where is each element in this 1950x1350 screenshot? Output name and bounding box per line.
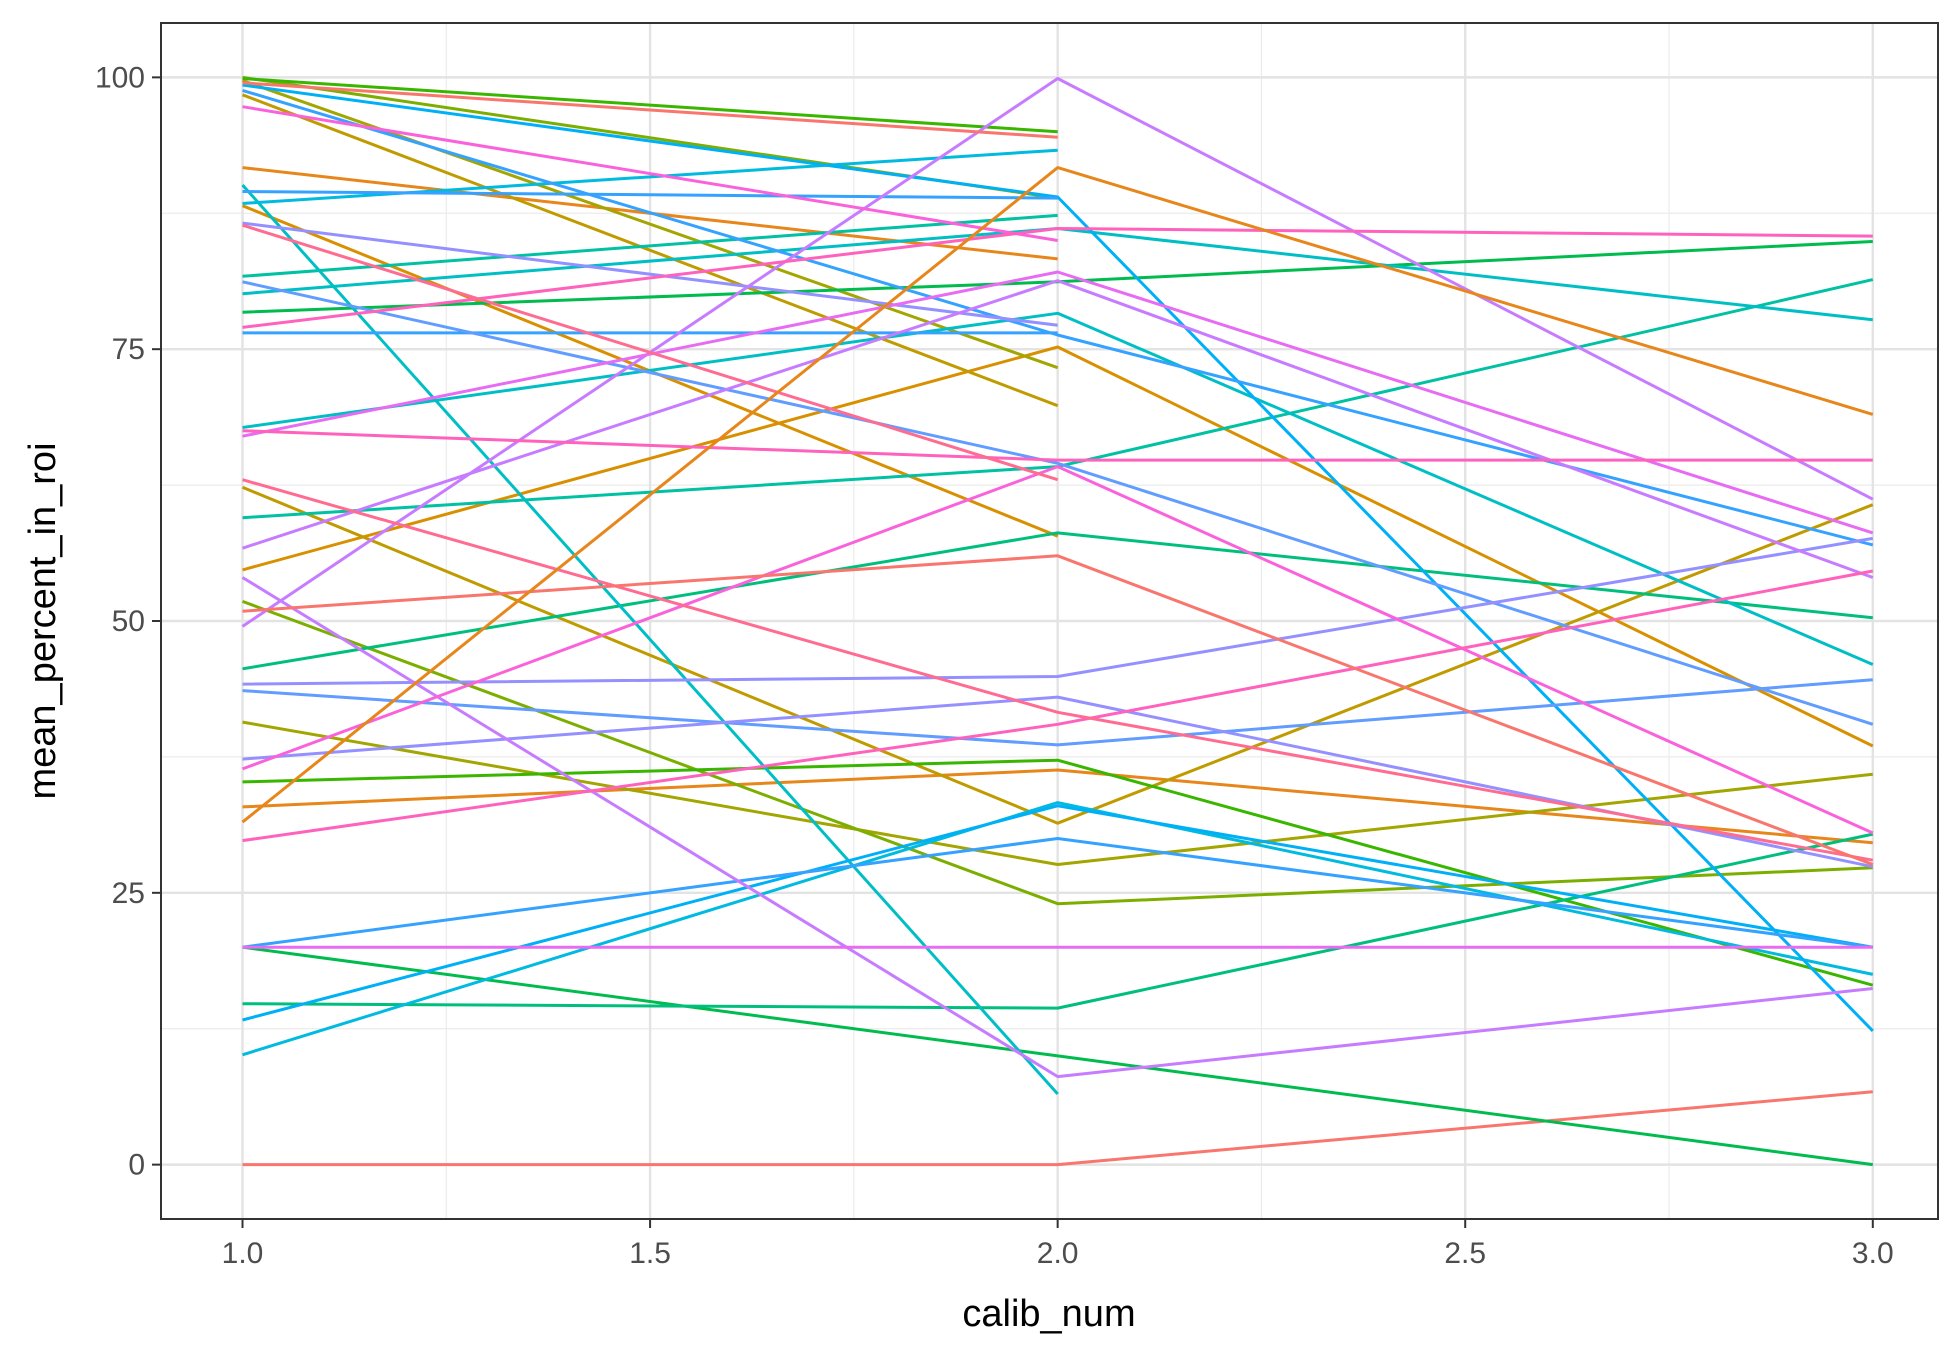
series-line-37 bbox=[241, 77, 1874, 628]
y-axis-title: mean_percent_in_roi bbox=[22, 442, 64, 799]
series-line-15 bbox=[242, 945, 1873, 1167]
series-line-16 bbox=[242, 832, 1874, 1010]
series-line-24 bbox=[242, 148, 1058, 205]
series-line-42 bbox=[241, 465, 1874, 835]
series-line-33 bbox=[242, 221, 1058, 327]
x-tick-label: 1.0 bbox=[222, 1237, 264, 1270]
series-lines bbox=[241, 75, 1874, 1167]
y-tick-label: 50 bbox=[112, 605, 145, 638]
series-line-1 bbox=[242, 1090, 1873, 1167]
series-line-44 bbox=[242, 569, 1874, 843]
x-axis-title: calib_num bbox=[962, 1293, 1135, 1335]
x-tick-label: 3.0 bbox=[1852, 1237, 1894, 1270]
series-line-45 bbox=[242, 429, 1873, 462]
series-line-8 bbox=[242, 720, 1873, 866]
series-line-47 bbox=[242, 478, 1874, 862]
series-line-7 bbox=[241, 485, 1874, 825]
series-line-50 bbox=[241, 166, 1874, 824]
x-axis: 1.0 1.5 2.0 2.5 3.0 bbox=[222, 1219, 1894, 1270]
series-line-34 bbox=[242, 536, 1874, 686]
y-axis: 0 25 50 75 100 bbox=[95, 61, 161, 1182]
series-line-31 bbox=[242, 280, 1874, 726]
x-tick-label: 2.5 bbox=[1444, 1237, 1486, 1270]
y-tick-label: 0 bbox=[128, 1149, 145, 1182]
series-line-46 bbox=[242, 223, 1059, 482]
series-line-43 bbox=[242, 227, 1873, 329]
series-line-23 bbox=[242, 801, 1874, 1057]
series-line-4 bbox=[242, 345, 1874, 748]
y-tick-label: 100 bbox=[95, 61, 145, 94]
series-line-39 bbox=[242, 270, 1874, 535]
series-line-20 bbox=[242, 311, 1874, 666]
series-line-21 bbox=[241, 183, 1059, 1096]
y-tick-label: 25 bbox=[112, 877, 145, 910]
x-tick-label: 2.0 bbox=[1037, 1237, 1079, 1270]
series-line-17 bbox=[242, 531, 1873, 671]
series-line-27 bbox=[242, 837, 1873, 949]
series-line-2 bbox=[242, 768, 1873, 845]
series-line-6 bbox=[241, 93, 1059, 408]
y-tick-label: 75 bbox=[112, 333, 145, 366]
series-line-38 bbox=[241, 576, 1873, 1079]
x-tick-label: 1.5 bbox=[629, 1237, 671, 1270]
series-line-32 bbox=[242, 678, 1873, 747]
series-line-28 bbox=[242, 190, 1058, 200]
series-line-41 bbox=[242, 105, 1058, 242]
series-line-48 bbox=[242, 81, 1058, 139]
series-line-30 bbox=[242, 88, 1874, 547]
series-line-11 bbox=[241, 599, 1873, 906]
series-line-36 bbox=[242, 279, 1874, 579]
series-line-49 bbox=[242, 554, 1874, 866]
series-line-12 bbox=[242, 77, 1058, 134]
